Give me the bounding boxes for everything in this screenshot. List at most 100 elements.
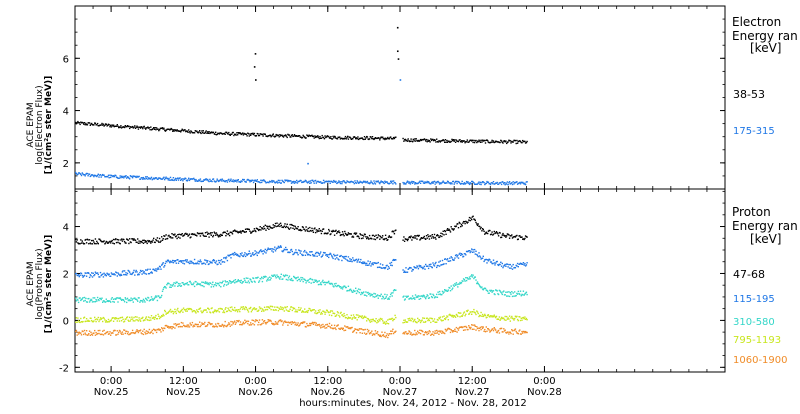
- proton-point: [508, 318, 510, 320]
- proton-point: [425, 331, 428, 334]
- proton-point: [113, 329, 115, 332]
- proton-point: [83, 275, 85, 277]
- proton-point: [377, 297, 379, 299]
- proton-point: [409, 333, 412, 335]
- electron-legend-item-175-315: 175-315: [733, 126, 775, 137]
- proton-point: [263, 275, 265, 278]
- proton-point: [366, 237, 368, 240]
- electron-spike-point: [254, 53, 257, 55]
- proton-point: [203, 285, 205, 288]
- proton-point: [100, 333, 102, 336]
- proton-point: [505, 319, 507, 321]
- proton-point: [432, 262, 434, 264]
- electron-point: [130, 126, 132, 128]
- electron-point: [462, 140, 465, 142]
- proton-point: [153, 318, 156, 320]
- proton-point: [260, 249, 262, 251]
- proton-point: [110, 332, 113, 334]
- proton-point: [172, 283, 175, 286]
- electron-point: [193, 132, 196, 134]
- electron-point: [408, 182, 410, 184]
- electron-point: [461, 180, 463, 183]
- electron-point: [455, 139, 458, 141]
- electron-point: [512, 181, 514, 183]
- proton-point: [317, 324, 320, 326]
- proton-point: [168, 260, 170, 263]
- electron-point: [268, 135, 270, 137]
- proton-point: [422, 296, 424, 298]
- electron-point: [354, 180, 356, 182]
- proton-point: [174, 285, 176, 287]
- proton-point: [236, 280, 239, 282]
- proton-point: [131, 272, 134, 274]
- proton-point: [366, 332, 368, 335]
- proton-point: [474, 276, 476, 278]
- proton-point: [240, 323, 242, 326]
- proton-point: [200, 284, 202, 287]
- proton-point: [140, 300, 142, 302]
- proton-point: [212, 285, 215, 288]
- proton-point: [328, 256, 330, 259]
- proton-point: [141, 273, 143, 275]
- electron-point: [480, 139, 482, 141]
- proton-point: [104, 319, 106, 321]
- proton-point: [405, 238, 407, 240]
- proton-point: [368, 264, 370, 266]
- electron-point: [263, 180, 266, 182]
- proton-point: [318, 228, 320, 230]
- proton-point: [94, 318, 97, 321]
- proton-point: [443, 291, 445, 293]
- electron-point: [460, 182, 463, 185]
- proton-point: [312, 281, 315, 284]
- electron-point: [108, 124, 110, 126]
- electron-point: [205, 178, 207, 180]
- electron-point: [334, 181, 336, 183]
- proton-point: [207, 307, 210, 310]
- proton-point: [513, 295, 515, 297]
- proton-point: [142, 298, 145, 301]
- electron-point: [147, 178, 149, 180]
- proton-point: [297, 309, 299, 311]
- proton-point: [310, 322, 312, 325]
- proton-point: [270, 308, 272, 311]
- electron-point: [470, 139, 472, 141]
- x-tick-time-label: 0:00: [244, 376, 266, 387]
- electron-point: [357, 182, 360, 184]
- electron-point: [129, 175, 132, 177]
- electron-point: [259, 181, 261, 184]
- proton-point: [218, 311, 221, 313]
- proton-point: [500, 261, 502, 263]
- proton-point: [199, 232, 201, 235]
- proton-point: [83, 243, 86, 245]
- proton-point: [425, 331, 427, 333]
- electron-point: [384, 181, 387, 184]
- proton-point: [502, 317, 504, 319]
- proton-point: [519, 262, 522, 264]
- proton-point: [333, 324, 336, 327]
- proton-point: [104, 321, 107, 323]
- proton-point: [116, 297, 118, 299]
- proton-point: [252, 277, 255, 280]
- proton-point: [239, 253, 242, 255]
- proton-point: [347, 233, 349, 236]
- proton-point: [195, 234, 197, 236]
- proton-point: [118, 297, 120, 299]
- proton-point: [524, 293, 526, 295]
- proton-point: [433, 265, 436, 267]
- proton-point: [231, 231, 233, 234]
- proton-point: [180, 234, 183, 236]
- proton-point: [327, 254, 329, 256]
- proton-point: [471, 324, 473, 326]
- electron-point: [409, 140, 412, 142]
- proton-point: [90, 317, 92, 319]
- electron-point: [298, 135, 301, 137]
- x-axis-title: hours:minutes, Nov. 24, 2012 - Nov. 28, …: [299, 398, 527, 409]
- electron-point: [393, 137, 396, 140]
- proton-point: [202, 234, 204, 236]
- proton-point: [313, 228, 315, 230]
- proton-point: [185, 325, 188, 328]
- electron-point: [507, 141, 509, 143]
- proton-point: [145, 273, 148, 275]
- proton-point: [153, 328, 155, 330]
- proton-point: [452, 229, 455, 231]
